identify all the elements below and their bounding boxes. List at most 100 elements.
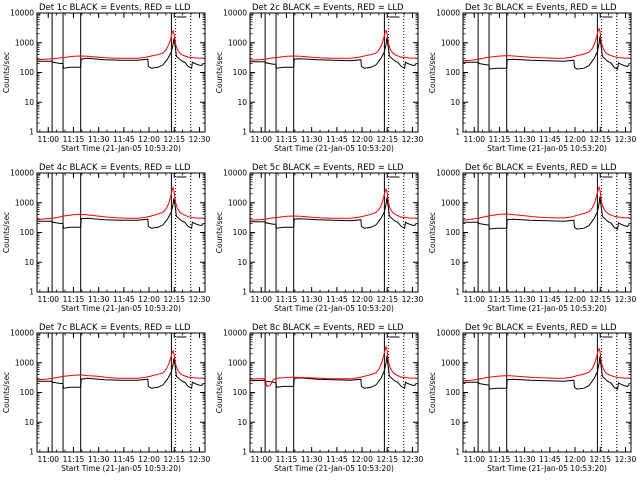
plot-frame <box>462 12 632 133</box>
x-tick-label: 11:45 <box>113 455 135 464</box>
y-tick-label: 10000 <box>10 169 34 178</box>
lld-series-line <box>36 29 204 61</box>
x-axis-label: Start Time (21-Jan-05 10:53:20) <box>274 464 394 473</box>
y-tick-label: 1000 <box>228 38 247 47</box>
x-tick-label: 11:45 <box>113 295 135 304</box>
y-tick-label: 100 <box>446 68 461 77</box>
x-tick-label: 11:00 <box>37 135 59 144</box>
y-tick-label: 100 <box>233 228 248 237</box>
x-tick-label: 11:45 <box>539 455 561 464</box>
panel-title: Det 9c BLACK = Events, RED = LLD <box>465 323 617 333</box>
y-tick-label: 10000 <box>223 329 247 338</box>
x-tick-label: 12:15 <box>163 295 185 304</box>
x-tick-label: 11:15 <box>276 455 298 464</box>
x-tick-label: 11:15 <box>63 295 85 304</box>
x-tick-label: 12:30 <box>402 135 424 144</box>
events-series-line <box>37 358 204 389</box>
y-tick-label: 10 <box>237 98 247 107</box>
y-tick-label: 100 <box>20 228 35 237</box>
y-tick-label: 10 <box>450 418 460 427</box>
lld-series-line <box>36 349 204 381</box>
x-tick-label: 12:00 <box>564 455 586 464</box>
x-tick-label: 12:00 <box>138 455 160 464</box>
x-tick-label: 12:00 <box>138 295 160 304</box>
x-tick-label: 12:30 <box>189 295 211 304</box>
x-tick-label: 11:15 <box>489 135 511 144</box>
y-axis-label: Counts/sec <box>428 52 437 93</box>
y-tick-label: 1000 <box>228 358 247 367</box>
x-axis-label: Start Time (21-Jan-05 10:53:20) <box>487 304 607 313</box>
detector-panel-3: Det 3c BLACK = Events, RED = LLD 1 10 100 10… <box>428 3 636 153</box>
x-tick-label: 11:45 <box>326 135 348 144</box>
x-tick-label: 12:30 <box>402 295 424 304</box>
x-tick-label: 11:30 <box>514 455 536 464</box>
detector-panel-5: Det 5c BLACK = Events, RED = LLD 1 10 100 10… <box>215 163 423 313</box>
x-axis-label: Start Time (21-Jan-05 10:53:20) <box>61 304 181 313</box>
x-tick-label: 11:15 <box>63 455 85 464</box>
lld-series-line <box>462 347 630 382</box>
x-tick-label: 11:30 <box>88 455 110 464</box>
x-tick-label: 11:45 <box>326 455 348 464</box>
x-tick-label: 12:00 <box>351 295 373 304</box>
lld-series-line <box>249 187 417 221</box>
panel-title: Det 6c BLACK = Events, RED = LLD <box>465 163 617 173</box>
events-series-line <box>37 38 204 69</box>
y-tick-label: 10000 <box>223 169 247 178</box>
plot-frame <box>249 172 419 293</box>
y-tick-label: 1000 <box>15 358 34 367</box>
y-tick-label: 10 <box>237 418 247 427</box>
plot-frame <box>462 172 632 293</box>
x-tick-label: 11:15 <box>489 455 511 464</box>
lld-series-line <box>249 345 417 388</box>
detector-panel-7: Det 7c BLACK = Events, RED = LLD 1 10 100 10… <box>2 323 210 473</box>
x-tick-label: 11:30 <box>301 135 323 144</box>
panel-title: Det 1c BLACK = Events, RED = LLD <box>39 3 191 13</box>
lld-series-line <box>462 185 630 221</box>
x-tick-label: 11:30 <box>514 135 536 144</box>
x-tick-label: 12:30 <box>189 455 211 464</box>
x-tick-label: 12:15 <box>589 135 611 144</box>
x-tick-label: 12:00 <box>351 135 373 144</box>
x-tick-label: 12:15 <box>589 455 611 464</box>
y-tick-label: 1 <box>242 288 247 297</box>
y-tick-label: 1 <box>29 128 34 137</box>
y-tick-label: 1 <box>242 128 247 137</box>
panel-title: Det 7c BLACK = Events, RED = LLD <box>39 323 191 333</box>
detector-panel-1: Det 1c BLACK = Events, RED = LLD 1 10 100 10… <box>2 3 210 153</box>
events-series-line <box>250 37 417 69</box>
y-axis-label: Counts/sec <box>2 372 11 413</box>
x-tick-label: 11:15 <box>276 295 298 304</box>
x-tick-label: 12:30 <box>402 455 424 464</box>
detector-panel-4: Det 4c BLACK = Events, RED = LLD 1 10 100 10… <box>2 163 210 313</box>
plot-frame <box>462 332 632 453</box>
y-tick-label: 10 <box>24 258 34 267</box>
x-tick-label: 11:45 <box>539 295 561 304</box>
x-tick-label: 11:15 <box>489 295 511 304</box>
x-tick-label: 12:30 <box>615 455 637 464</box>
y-tick-label: 1000 <box>441 198 460 207</box>
x-tick-label: 11:00 <box>37 455 59 464</box>
y-tick-label: 10 <box>450 98 460 107</box>
y-tick-label: 100 <box>20 68 35 77</box>
plot-frame <box>249 12 419 133</box>
panel-title: Det 4c BLACK = Events, RED = LLD <box>39 163 191 173</box>
y-axis-label: Counts/sec <box>428 372 437 413</box>
events-series-line <box>463 356 630 390</box>
y-tick-label: 10 <box>24 98 34 107</box>
y-tick-label: 100 <box>233 68 248 77</box>
events-series-line <box>463 36 630 70</box>
y-tick-label: 1 <box>455 288 460 297</box>
lld-series-line <box>36 186 204 221</box>
x-tick-label: 12:30 <box>615 135 637 144</box>
y-tick-label: 1000 <box>441 358 460 367</box>
y-tick-label: 10 <box>24 418 34 427</box>
x-tick-label: 11:00 <box>463 295 485 304</box>
x-axis-label: Start Time (21-Jan-05 10:53:20) <box>61 144 181 153</box>
y-tick-label: 1 <box>455 128 460 137</box>
plot-frame <box>36 172 206 293</box>
detector-panel-2: Det 2c BLACK = Events, RED = LLD 1 10 100 10… <box>215 3 423 153</box>
y-tick-label: 1 <box>455 448 460 457</box>
x-tick-label: 11:00 <box>250 295 272 304</box>
x-tick-label: 11:45 <box>539 135 561 144</box>
detector-panel-6: Det 6c BLACK = Events, RED = LLD 1 10 100 10… <box>428 163 636 313</box>
